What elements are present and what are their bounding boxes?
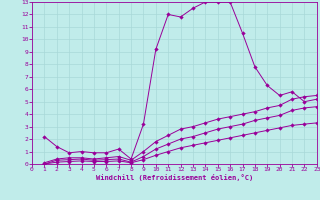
X-axis label: Windchill (Refroidissement éolien,°C): Windchill (Refroidissement éolien,°C) bbox=[96, 174, 253, 181]
